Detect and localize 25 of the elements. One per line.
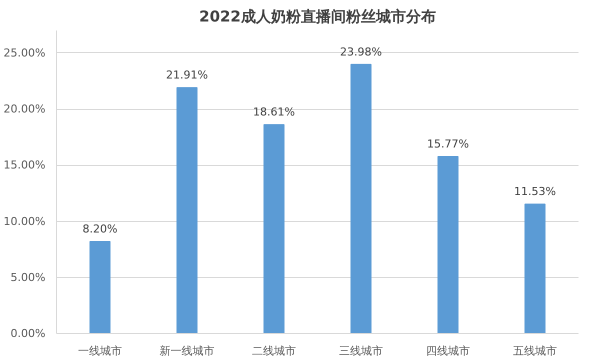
bar: [176, 87, 198, 334]
y-tick-label: 5.00%: [10, 270, 46, 284]
y-tick-label: 25.00%: [4, 46, 46, 60]
bar: [89, 240, 111, 334]
bar: [524, 204, 546, 334]
data-label: 8.20%: [82, 222, 118, 236]
x-tick-label: 四线城市: [426, 344, 470, 358]
bar: [263, 124, 285, 334]
x-tick-label: 新一线城市: [160, 344, 214, 358]
y-tick-label: 0.00%: [10, 327, 46, 340]
data-label: 18.61%: [253, 106, 295, 119]
bar: [437, 156, 459, 334]
data-label: 21.91%: [166, 68, 208, 82]
y-tick-label: 10.00%: [4, 214, 46, 228]
x-tick-label: 五线城市: [513, 344, 557, 358]
bar: [350, 64, 372, 334]
data-label: 11.53%: [514, 185, 556, 198]
x-tick-label: 一线城市: [78, 344, 122, 358]
y-tick-label: 15.00%: [4, 158, 46, 172]
data-label: 23.98%: [340, 45, 382, 58]
y-tick-label: 20.00%: [4, 102, 46, 116]
chart-title: 2022成人奶粉直播间粉丝城市分布: [199, 8, 436, 26]
x-tick-label: 三线城市: [339, 344, 383, 358]
x-tick-label: 二线城市: [252, 344, 296, 358]
data-label: 15.77%: [427, 138, 469, 151]
